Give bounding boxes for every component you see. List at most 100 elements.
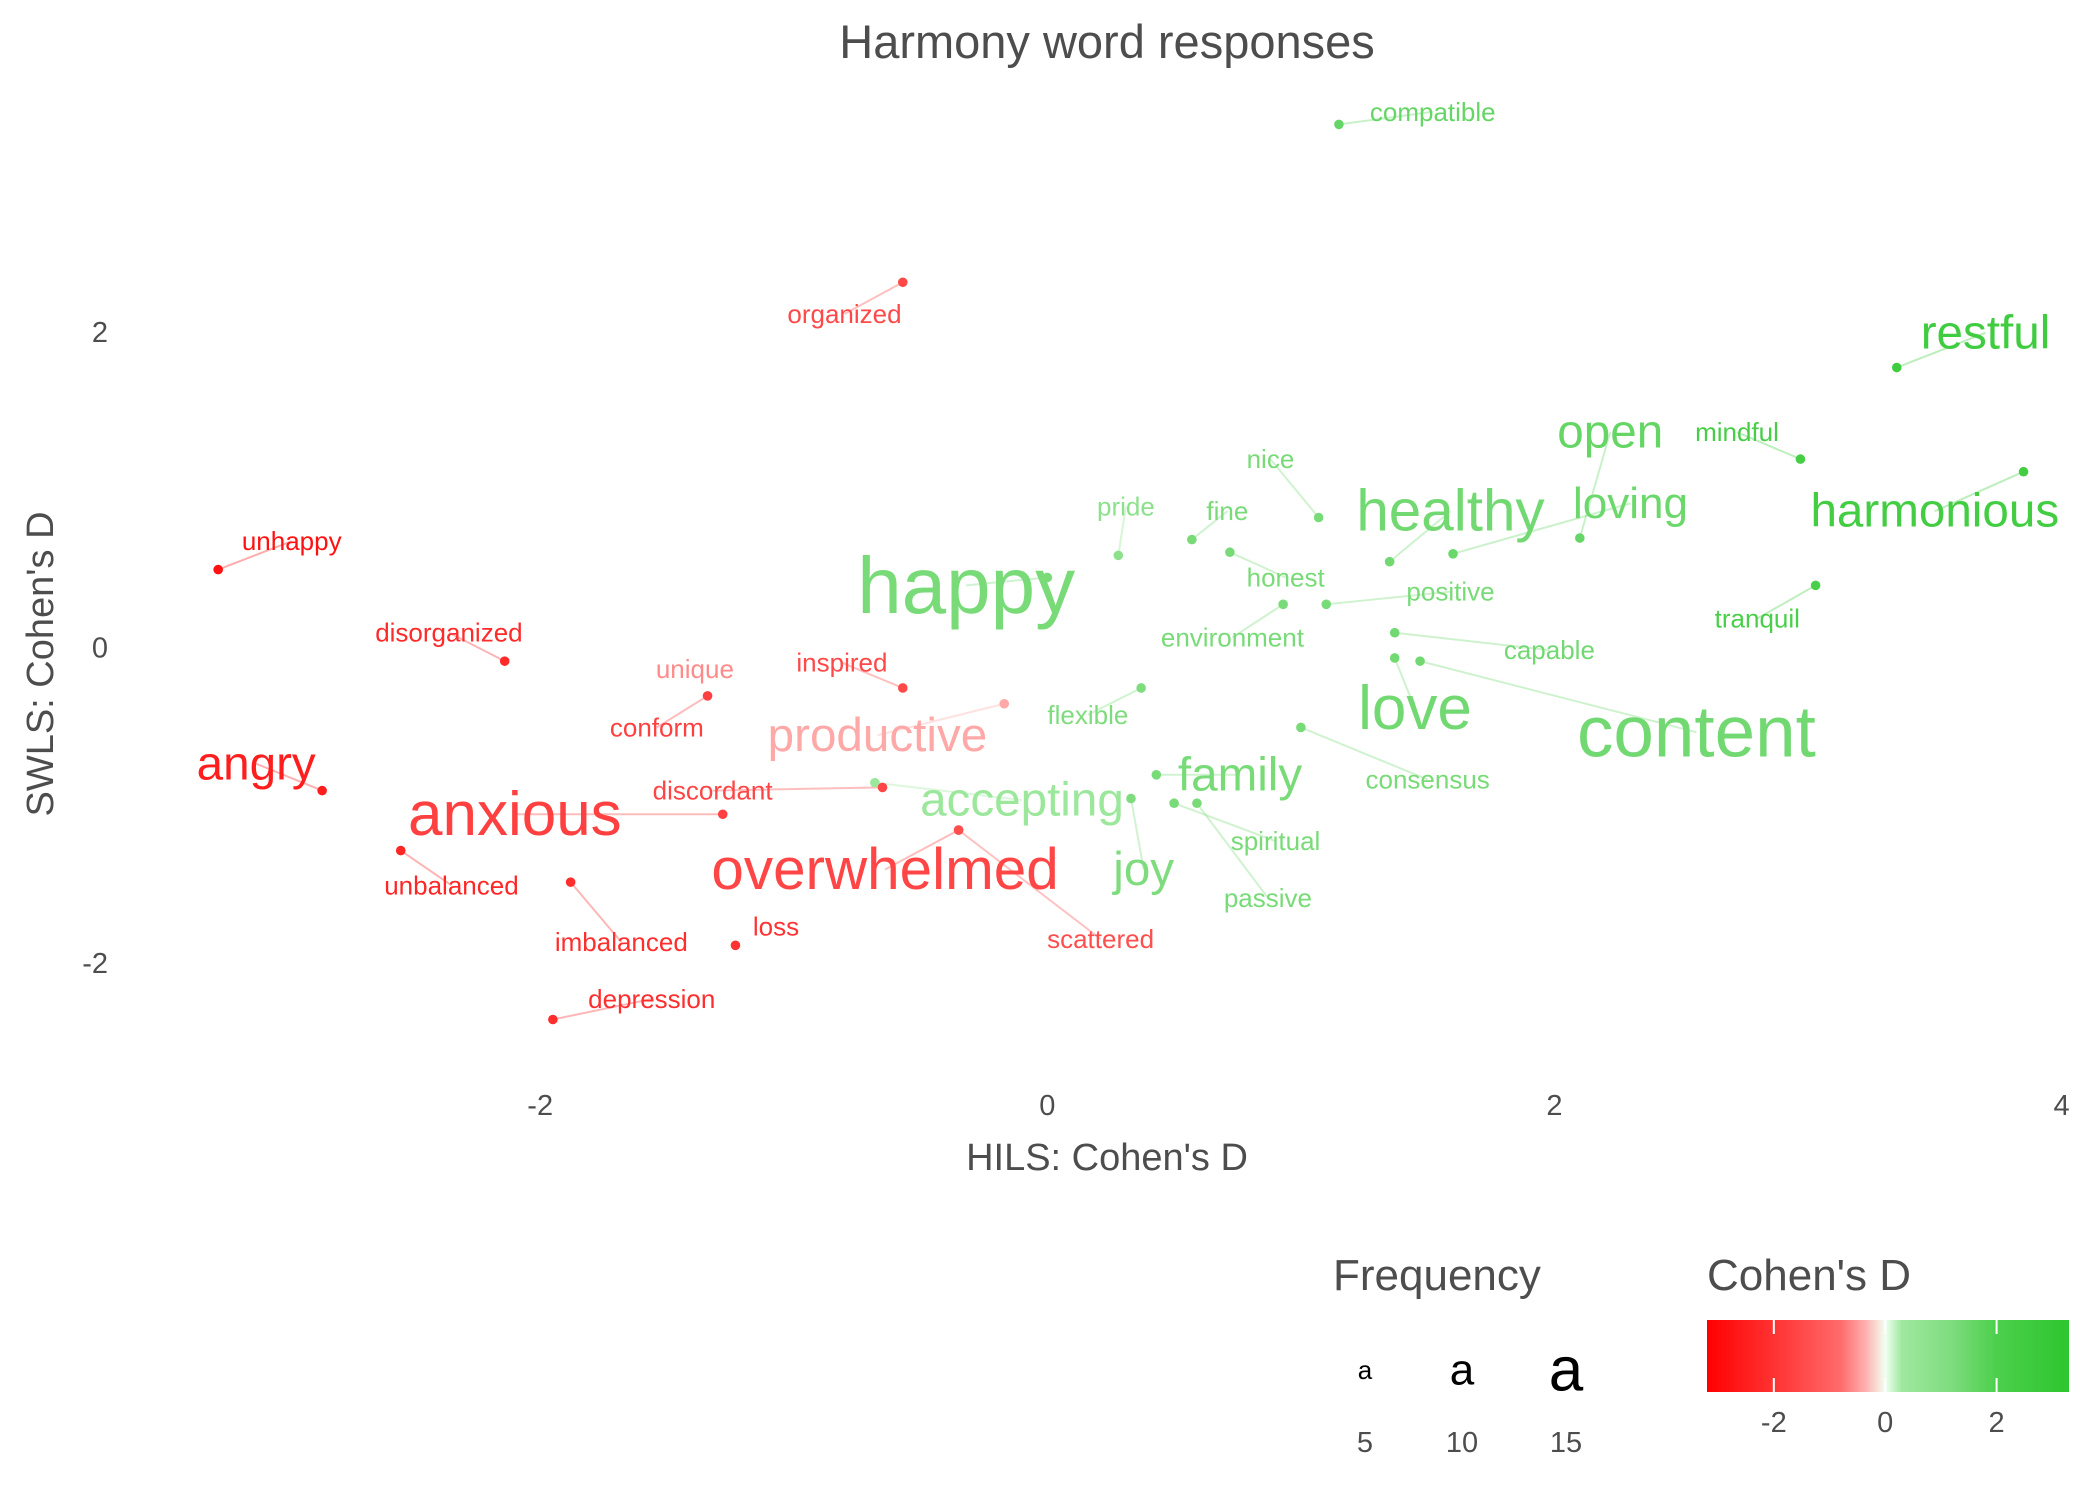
- data-point: [1390, 628, 1400, 638]
- data-point: [1136, 683, 1146, 693]
- y-axis-title: SWLS: Cohen's D: [20, 511, 62, 816]
- word-label: consensus: [1366, 765, 1490, 795]
- colorbar-tick-label: 2: [1989, 1407, 2005, 1439]
- word-label: open: [1557, 406, 1663, 459]
- y-tick-label: 2: [92, 317, 108, 349]
- frequency-key-glyph: a: [1450, 1346, 1475, 1395]
- word-label: tranquil: [1715, 604, 1800, 634]
- word-label: compatible: [1370, 97, 1496, 127]
- word-label: productive: [768, 709, 988, 762]
- data-point: [1225, 547, 1235, 557]
- data-point: [1321, 600, 1331, 610]
- word-label: spiritual: [1231, 826, 1321, 856]
- data-point: [878, 783, 888, 793]
- data-point: [898, 683, 908, 693]
- frequency-key-label: 5: [1357, 1427, 1373, 1459]
- data-point: [898, 277, 908, 287]
- word-label: content: [1577, 692, 1816, 773]
- frequency-key-glyph: a: [1549, 1336, 1584, 1405]
- data-point: [1152, 770, 1162, 780]
- x-tick-label: 0: [1039, 1090, 1055, 1122]
- word-label: loss: [753, 911, 799, 941]
- data-point: [1314, 513, 1324, 523]
- word-label: pride: [1097, 491, 1155, 521]
- data-point: [1187, 535, 1197, 545]
- data-point: [1575, 533, 1585, 543]
- x-tick-label: -2: [527, 1090, 553, 1122]
- word-label: environment: [1161, 622, 1305, 652]
- word-label: discordant: [653, 776, 774, 806]
- word-label: love: [1358, 674, 1472, 743]
- data-point: [548, 1015, 558, 1025]
- word-label: flexible: [1047, 700, 1128, 730]
- word-label: harmonious: [1810, 485, 2059, 538]
- word-label: unique: [656, 654, 734, 684]
- frequency-legend-title: Frequency: [1333, 1251, 1541, 1300]
- word-label: happy: [857, 541, 1075, 630]
- word-label: restful: [1921, 306, 2051, 359]
- chart-title: Harmony word responses: [839, 15, 1375, 68]
- data-point: [1278, 600, 1288, 610]
- word-label: nice: [1247, 444, 1295, 474]
- data-point: [1892, 363, 1902, 373]
- y-tick-label: 0: [92, 633, 108, 665]
- data-point: [954, 825, 964, 835]
- word-label: capable: [1504, 635, 1595, 665]
- frequency-key-glyph: a: [1358, 1355, 1373, 1385]
- colorbar-tick-label: -2: [1761, 1407, 1787, 1439]
- word-label: scattered: [1047, 924, 1154, 954]
- data-point: [1415, 656, 1425, 666]
- data-point: [2019, 467, 2029, 477]
- frequency-legend-keys: a 5 a 10 a 15: [1357, 1336, 1584, 1460]
- word-labels: compatible organized restful mindful open har…: [197, 97, 2059, 1014]
- word-label: depression: [588, 984, 715, 1014]
- data-point: [1811, 581, 1821, 591]
- data-point: [1296, 723, 1306, 733]
- frequency-key-label: 15: [1550, 1427, 1582, 1459]
- y-axis-ticks: -2 0 2: [82, 317, 108, 980]
- word-label: overwhelmed: [711, 837, 1058, 902]
- word-label: healthy: [1356, 479, 1545, 544]
- word-label: accepting: [920, 774, 1124, 827]
- word-label: anxious: [408, 780, 622, 849]
- data-point: [718, 809, 728, 819]
- word-label: conform: [610, 712, 704, 742]
- word-label: disorganized: [375, 618, 522, 648]
- data-point: [999, 699, 1009, 709]
- frequency-key-label: 10: [1446, 1427, 1478, 1459]
- word-label: organized: [787, 299, 901, 329]
- x-tick-label: 2: [1546, 1090, 1562, 1122]
- x-axis-title: HILS: Cohen's D: [966, 1137, 1248, 1179]
- data-point: [1385, 557, 1395, 567]
- cohens-d-legend-title: Cohen's D: [1707, 1251, 1911, 1300]
- word-label: inspired: [796, 648, 887, 678]
- data-point: [500, 656, 510, 666]
- data-point: [1114, 551, 1124, 561]
- word-label: unhappy: [242, 526, 342, 556]
- y-tick-label: -2: [82, 948, 108, 980]
- word-label: unbalanced: [384, 870, 518, 900]
- word-label: imbalanced: [555, 927, 688, 957]
- colorbar-tick-label: 0: [1877, 1407, 1893, 1439]
- data-point: [1390, 653, 1400, 663]
- data-point: [317, 786, 327, 796]
- data-point: [566, 877, 576, 887]
- word-label: fine: [1206, 496, 1248, 526]
- data-point: [1448, 549, 1458, 559]
- data-point: [213, 565, 223, 575]
- data-point: [396, 846, 406, 856]
- data-point: [703, 691, 713, 701]
- word-label: mindful: [1695, 417, 1779, 447]
- word-label: passive: [1224, 883, 1312, 913]
- word-label: angry: [197, 737, 316, 790]
- data-point: [731, 940, 741, 950]
- cohens-d-legend: Cohen's D -2 0 2: [1707, 1251, 2069, 1439]
- frequency-legend: Frequency a 5 a 10 a 15: [1333, 1251, 1584, 1459]
- data-point: [1334, 120, 1344, 130]
- word-label: loving: [1573, 479, 1688, 528]
- data-point: [1126, 794, 1136, 804]
- data-point: [1796, 454, 1806, 464]
- x-axis-ticks: -2 0 2 4: [527, 1090, 2069, 1122]
- word-label: family: [1178, 748, 1302, 801]
